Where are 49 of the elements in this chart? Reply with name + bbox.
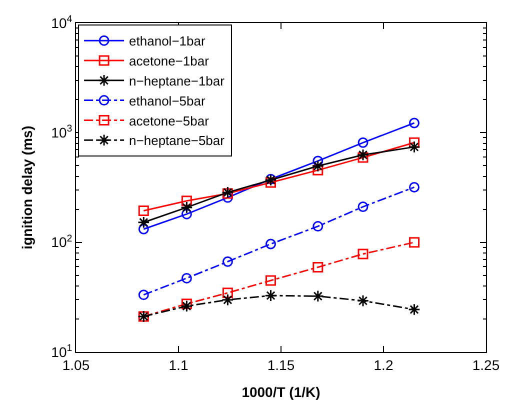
point [358,152,368,163]
point [266,177,276,188]
point [409,137,420,148]
legend-label: ethanol−5bar [129,93,206,108]
legend-label: n−heptane−1bar [129,73,226,88]
point [266,238,276,250]
point [138,290,149,300]
point [358,137,368,148]
x-tick-label: 1.15 [267,356,295,373]
point [138,224,149,234]
legend-label: ethanol−1bar [129,34,206,49]
point [222,288,233,298]
x-tick-label: 1.2 [374,356,394,373]
y-tick-label: 10$^{4}$ [51,14,73,31]
x-axis-title: 1000/T (1/K) [242,384,320,400]
point [408,140,420,154]
point [181,208,192,220]
point [312,262,324,272]
point [222,256,233,267]
point [358,248,368,260]
point [180,201,193,214]
point [138,206,149,216]
point [266,275,276,286]
point [408,303,420,316]
point [312,221,324,232]
x-tick-label: 1.1 [168,356,188,373]
point [409,237,420,248]
y-tick-label: 10$^{2}$ [51,233,72,250]
point [312,290,324,302]
point [356,148,370,162]
point [409,182,420,192]
point [138,216,150,229]
point [312,156,324,166]
y-axis-title: ignition delay (ms) [18,126,35,250]
point [181,298,192,310]
x-tick-label: 1.25 [472,356,500,373]
point [409,118,420,128]
point [181,196,192,206]
point [180,300,193,312]
y-tick-label: 10$^{3}$ [51,124,73,141]
point [358,202,368,212]
point [222,294,234,306]
legend-label: acetone−1bar [129,54,210,69]
point [264,289,277,302]
legend-label: n−heptane−5bar [129,133,226,148]
legend-label: acetone−5bar [129,113,210,128]
point [181,272,192,284]
point [356,294,370,307]
point [312,160,324,172]
